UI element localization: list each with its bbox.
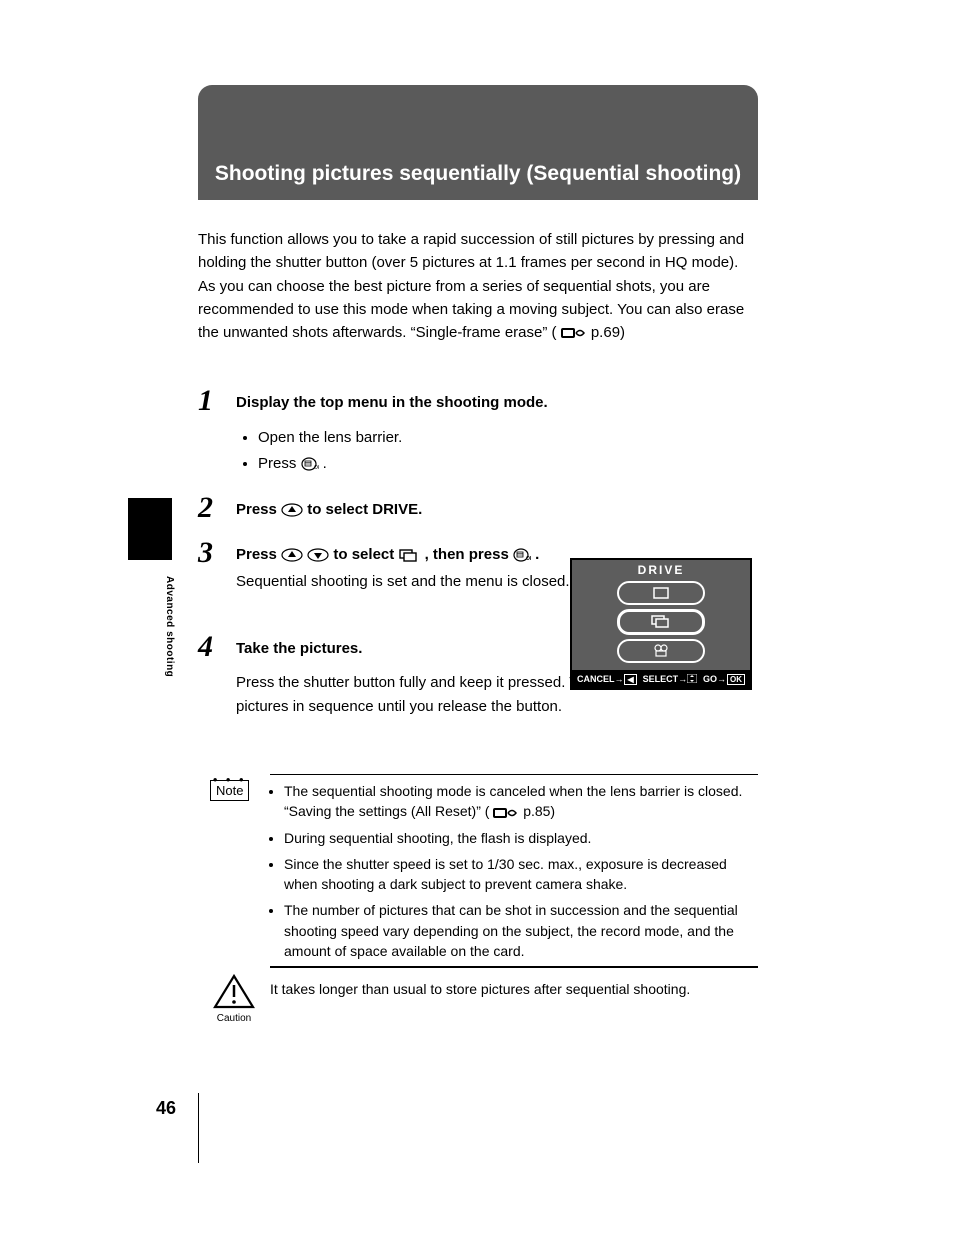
section-title: Shooting pictures sequentially (Sequenti…	[215, 162, 741, 186]
drive-menu-illustration: DRIVE CANCEL→◀ SELECT→ GO→OK	[570, 558, 752, 690]
drive-option-single	[617, 581, 705, 605]
step-number: 4	[198, 630, 213, 664]
caution-label: Caution	[210, 1013, 258, 1024]
drive-footer: CANCEL→◀ SELECT→ GO→OK	[572, 670, 750, 688]
step-1: 1 Display the top menu in the shooting m…	[198, 392, 754, 477]
step-heading: Display the top menu in the shooting mod…	[236, 392, 754, 415]
intro-page-ref: p.69)	[591, 324, 625, 341]
intro-text: This function allows you to take a rapid…	[198, 231, 744, 341]
note-rule-top	[270, 774, 758, 775]
step-heading: Press to select , then press OK .	[236, 544, 586, 567]
step-number: 1	[198, 384, 213, 418]
step-heading: Press to select DRIVE.	[236, 499, 754, 522]
note-item: The sequential shooting mode is canceled…	[284, 781, 758, 822]
step-description: Sequential shooting is set and the menu …	[236, 570, 586, 594]
page-number: 46	[156, 1098, 176, 1119]
drive-option-sequential	[617, 609, 705, 635]
note-item: During sequential shooting, the flash is…	[284, 828, 758, 848]
chapter-tab	[128, 498, 172, 560]
drive-title: DRIVE	[572, 560, 750, 579]
intro-paragraph: This function allows you to take a rapid…	[198, 228, 754, 344]
footer-divider	[198, 1093, 199, 1163]
note-label: ● ● ● Note	[210, 780, 249, 801]
caution-rule	[270, 966, 758, 967]
up-arrow-icon	[281, 548, 303, 562]
note-block: ● ● ● Note The sequential shooting mode …	[210, 774, 758, 974]
svg-text:OK: OK	[314, 465, 319, 471]
down-arrow-icon	[307, 548, 329, 562]
chapter-label: Advanced shooting	[164, 576, 175, 677]
svg-text:OK: OK	[526, 556, 531, 562]
substep: Press OK .	[258, 451, 754, 477]
caution-block: Caution It takes longer than usual to st…	[210, 966, 758, 999]
step-number: 2	[198, 491, 213, 525]
substep: Open the lens barrier.	[258, 425, 754, 451]
section-header: Shooting pictures sequentially (Sequenti…	[198, 85, 758, 200]
ok-button-icon: OK	[301, 457, 319, 471]
sequential-icon	[398, 548, 420, 562]
note-item: Since the shutter speed is set to 1/30 s…	[284, 854, 758, 895]
step-2: 2 Press to select DRIVE.	[198, 499, 754, 522]
caution-icon: Caution	[210, 974, 258, 1024]
drive-option-movie	[617, 639, 705, 663]
caution-text: It takes longer than usual to store pict…	[270, 973, 758, 999]
reference-icon	[561, 326, 587, 340]
reference-icon	[493, 806, 519, 820]
up-arrow-icon	[281, 503, 303, 517]
note-item: The number of pictures that can be shot …	[284, 900, 758, 961]
step-number: 3	[198, 536, 213, 570]
ok-button-icon: OK	[513, 548, 531, 562]
